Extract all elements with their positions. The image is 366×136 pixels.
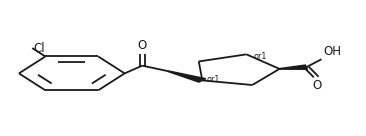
Text: or1: or1 [207, 75, 220, 84]
Text: O: O [138, 39, 147, 52]
Text: O: O [312, 79, 321, 92]
Polygon shape [168, 71, 206, 82]
Polygon shape [279, 65, 307, 69]
Text: Cl: Cl [33, 42, 45, 55]
Text: or1: or1 [254, 52, 268, 61]
Text: OH: OH [323, 45, 341, 58]
